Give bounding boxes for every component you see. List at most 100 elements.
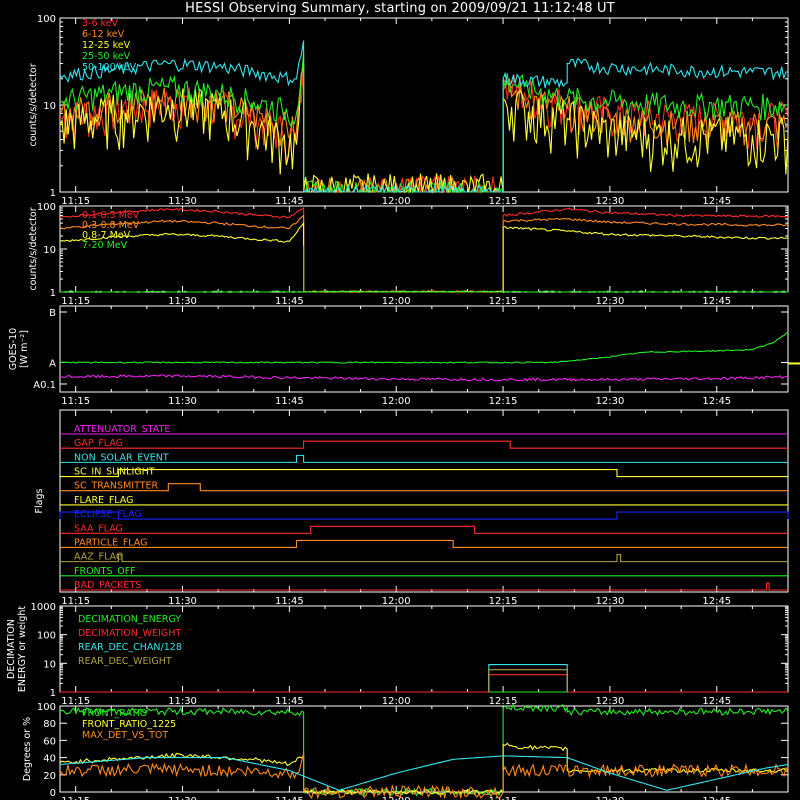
gamma-x-tick-label: 12:45 [702, 296, 731, 307]
decimation-y-tick-label: 10 [43, 659, 56, 670]
decimation-x-tick-label: 12:15 [489, 696, 518, 707]
flag-label: ATTENUATOR_STATE [74, 424, 170, 435]
hxr-series-line [59, 57, 789, 194]
goes-series-line [59, 331, 789, 364]
flag-line [60, 582, 788, 591]
hxr-x-tick-label: 12:15 [489, 196, 518, 207]
ratios-series-line [59, 753, 789, 800]
goes-y-tick-label: A0.1 [33, 380, 56, 391]
gamma-x-tick-label: 12:30 [596, 296, 625, 307]
flag-label: ECLIPSE_FLAG [74, 509, 142, 520]
decimation-x-tick-label: 11:30 [168, 696, 197, 707]
ratios-y-tick-label: 100 [37, 702, 56, 713]
ratios-y-tick-label: 80 [43, 719, 56, 730]
ratios-x-tick-label: 12:45 [702, 796, 731, 800]
decimation-y-tick-label: 100 [37, 631, 56, 642]
hxr-legend-entry: 6-12 keV [82, 29, 125, 40]
goes-frame [59, 305, 789, 393]
goes-x-tick-label: 11:15 [61, 396, 90, 407]
ratios-y-tick-label: 20 [43, 771, 56, 782]
gamma-x-tick-label: 11:15 [61, 296, 90, 307]
decimation-legend-entry: DECIMATION_ENERGY [78, 614, 181, 625]
hxr-legend-entry: 3-6 keV [82, 18, 119, 29]
goes-y-tick-label: A [49, 358, 56, 369]
flag-line [60, 554, 788, 563]
hxr-y-axis-label: counts/s/detector [28, 63, 39, 146]
hxr-legend-entry: 25-50 keV [82, 51, 131, 62]
flags-x-tick-label: 12:15 [489, 596, 518, 607]
flag-label: FLARE_FLAG [74, 495, 134, 506]
gamma-x-tick-label: 11:30 [168, 296, 197, 307]
flag-label: GAP_FLAG [74, 438, 123, 449]
ratios-x-tick-label: 11:15 [61, 796, 90, 800]
ratios-x-tick-label: 11:30 [168, 796, 197, 800]
flag-line [60, 454, 788, 463]
gamma-legend-entry: 0.3-0.8 MeV [82, 220, 140, 231]
gamma-legend-entry: 0.8-7 MeV [82, 230, 131, 241]
decimation-y-axis-label: DECIMATION [6, 619, 17, 679]
hxr-x-tick-label: 12:30 [596, 196, 625, 207]
hxr-series-line [60, 63, 789, 195]
gamma-series-line [60, 245, 789, 293]
hxr-x-tick-label: 11:30 [168, 196, 197, 207]
ratios-legend-entry: FRONT_RATIO_1225 [82, 719, 176, 730]
flag-line [60, 483, 788, 492]
gamma-legend-entry: 7-20 MeV [82, 240, 128, 251]
flag-line [60, 525, 788, 534]
ratios-legend-entry: FRONT_RATIO [82, 708, 147, 719]
flags-frame [59, 409, 789, 593]
goes-y-axis-label: [W m⁻²] [19, 330, 30, 368]
flag-label: SC_IN_SUNLIGHT [74, 467, 155, 478]
flags-x-tick-label: 11:15 [61, 596, 90, 607]
goes-y-axis-label: GOES-10 [8, 328, 19, 370]
flags-x-tick-label: 12:45 [702, 596, 731, 607]
flags-x-tick-label: 12:30 [596, 596, 625, 607]
gamma-y-tick-label: 10 [43, 245, 56, 256]
gamma-x-tick-label: 12:15 [489, 296, 518, 307]
flag-line [60, 539, 788, 549]
flag-label: PARTICLE_FLAG [74, 537, 147, 548]
goes-x-tick-label: 12:30 [596, 396, 625, 407]
decimation-x-tick-label: 11:45 [275, 696, 304, 707]
hxr-y-tick-label: 100 [37, 14, 56, 25]
flag-line [59, 511, 789, 520]
hxr-legend-entry: 50-100 keV [82, 62, 137, 73]
decimation-y-tick-label: 1000 [31, 602, 56, 613]
gamma-x-tick-label: 12:00 [382, 296, 411, 307]
decimation-series-line [60, 674, 788, 693]
goes-series-line [60, 374, 789, 382]
gamma-y-tick-label: 1 [50, 288, 56, 299]
hxr-frame [59, 17, 789, 193]
gamma-x-tick-label: 11:45 [275, 296, 304, 307]
ratios-legend-entry: MAX_DET_VS_TOT [82, 730, 168, 741]
goes-x-tick-label: 11:30 [168, 396, 197, 407]
ratios-x-tick-label: 11:45 [275, 796, 304, 800]
hxr-y-tick-label: 10 [43, 101, 56, 112]
gamma-series-line [59, 214, 789, 293]
flag-label: FRONTS_OFF [74, 566, 136, 577]
decimation-series-line [488, 664, 568, 692]
flag-label: AAZ_FLAG [74, 552, 123, 563]
hxr-legend-entry: 12-25 keV [82, 40, 131, 51]
gamma-legend-entry: 0.1-0.3 MeV [82, 210, 140, 221]
flag-line [60, 468, 788, 478]
decimation-x-tick-label: 11:15 [61, 696, 90, 707]
flags-x-tick-label: 11:30 [168, 596, 197, 607]
hxr-x-tick-label: 12:00 [382, 196, 411, 207]
goes-x-tick-label: 12:45 [702, 396, 731, 407]
flags-x-tick-label: 11:45 [275, 596, 304, 607]
ratios-y-tick-label: 0 [50, 788, 56, 799]
gamma-series-line [59, 221, 789, 293]
decimation-series-line [488, 669, 568, 692]
gamma-y-axis-label: counts/s/detector [28, 207, 39, 290]
flag-label: SC_TRANSMITTER [74, 481, 159, 492]
ratios-series-line [59, 742, 789, 796]
hxr-x-tick-label: 11:45 [275, 196, 304, 207]
flags-x-tick-label: 12:00 [382, 596, 411, 607]
ratios-x-tick-label: 12:30 [596, 796, 625, 800]
flag-label: NON_SOLAR_EVENT [74, 452, 169, 463]
decimation-x-tick-label: 12:00 [382, 696, 411, 707]
decimation-legend-entry: REAR_DEC_CHAN/128 [78, 642, 182, 653]
